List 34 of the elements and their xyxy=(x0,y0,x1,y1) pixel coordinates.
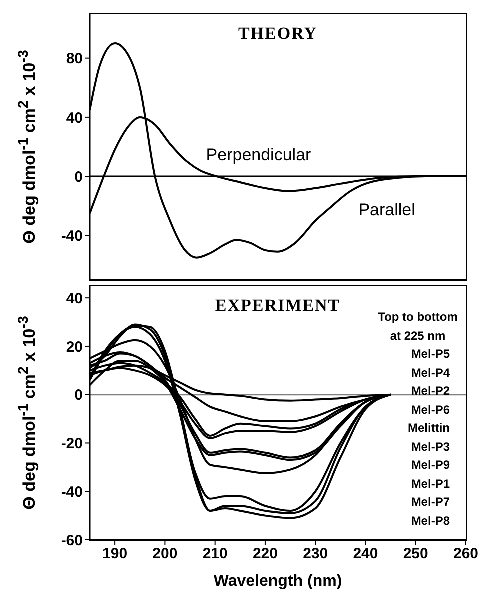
x-tick-label: 240 xyxy=(353,546,378,563)
text: Mel-P7 xyxy=(410,494,451,511)
y-tick-label: -40 xyxy=(61,484,83,501)
x-tick-label: 200 xyxy=(152,546,178,563)
text: THEORY xyxy=(237,24,319,44)
series-label: Perpendicular xyxy=(206,146,312,165)
series-label: Mel-P2 xyxy=(410,383,451,400)
text: Mel-P4 xyxy=(410,364,451,382)
text: Mel-P3 xyxy=(410,438,451,456)
y-tick-label: 0 xyxy=(74,387,83,404)
y-tick-label: 80 xyxy=(66,50,83,68)
x-tick-label: 190 xyxy=(102,546,128,563)
series-label: Parallel xyxy=(358,200,416,220)
y-tick-label: 0 xyxy=(74,168,83,186)
legend-title: Top to bottom at 225 nm xyxy=(377,309,459,344)
y-tick-label: 40 xyxy=(66,110,83,127)
x-tick-label: 250 xyxy=(403,546,428,563)
series-label: Mel-P6 xyxy=(410,402,451,418)
x-tick-label: 260 xyxy=(453,546,479,563)
text: Melittin xyxy=(407,420,451,437)
y-tick-label: 20 xyxy=(66,338,83,356)
text: EXPERIMENT xyxy=(215,296,341,315)
text: Mel-P8 xyxy=(410,512,451,530)
x-axis-title: Wavelength (nm) xyxy=(214,573,342,590)
text: Mel-P5 xyxy=(410,346,451,363)
y-tick-label: 40 xyxy=(66,290,83,308)
text: Mel-P1 xyxy=(410,476,451,492)
y-tick-label: -60 xyxy=(61,532,83,550)
text: Mel-P9 xyxy=(410,457,451,474)
y-tick-label: -20 xyxy=(61,436,83,453)
x-tick-label: 230 xyxy=(303,546,328,563)
x-tick-label: 220 xyxy=(252,546,278,563)
y-tick-label: -40 xyxy=(61,228,83,245)
x-tick-label: 210 xyxy=(202,546,228,563)
